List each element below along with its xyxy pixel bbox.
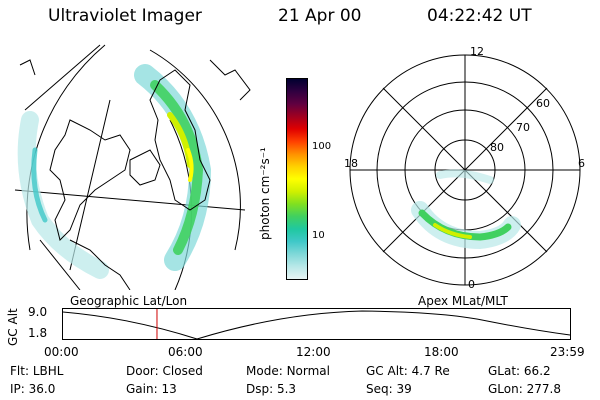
lat-70-label: 70: [516, 121, 530, 134]
colorbar-unit-label: photon cm⁻²s⁻¹: [258, 147, 272, 240]
altitude-axis-label: GC Alt: [6, 308, 20, 346]
altitude-y-bottom: 1.8: [28, 326, 48, 340]
apex-panel-label: Apex MLat/MLT: [418, 294, 508, 308]
polar-mlt-plot: 12 18 6 0 60 70 80: [344, 45, 585, 291]
gain-info: Gain: 13: [126, 382, 177, 396]
mode-info: Mode: Normal: [246, 364, 330, 378]
mlt-0-label: 0: [468, 278, 475, 291]
x-tick-2: 12:00: [296, 345, 331, 359]
date-text: 21 Apr 00: [278, 6, 362, 26]
colorbar-tick-100: 100: [312, 141, 332, 152]
dsp-info: Dsp: 5.3: [246, 382, 297, 396]
mlt-12-label: 12: [470, 45, 484, 58]
ip-info: IP: 36.0: [10, 382, 56, 396]
color-scale-bar: [286, 78, 308, 280]
altitude-plot: [62, 308, 571, 340]
geographic-panel-label: Geographic Lat/Lon: [70, 294, 188, 308]
mlt-6-label: 6: [578, 157, 585, 170]
glat-info: GLat: 66.2: [488, 364, 551, 378]
gcalt-info: GC Alt: 4.7 Re: [366, 364, 450, 378]
x-tick-4: 23:59: [550, 345, 585, 359]
lat-80-label: 80: [490, 141, 504, 154]
x-tick-3: 18:00: [424, 345, 459, 359]
altitude-y-top: 9.0: [28, 305, 48, 319]
filter-info: Flt: LBHL: [10, 364, 64, 378]
door-info: Door: Closed: [126, 364, 203, 378]
time-text: 04:22:42 UT: [427, 6, 532, 26]
x-tick-1: 06:00: [168, 345, 203, 359]
mlt-18-label: 18: [344, 157, 358, 170]
x-tick-0: 00:00: [44, 345, 79, 359]
geographic-auroral-image: [14, 44, 251, 290]
colorbar-tick-10: 10: [312, 230, 325, 241]
instrument-title: Ultraviolet Imager: [48, 6, 202, 26]
lat-60-label: 60: [536, 97, 550, 110]
glon-info: GLon: 277.8: [488, 382, 561, 396]
seq-info: Seq: 39: [366, 382, 412, 396]
